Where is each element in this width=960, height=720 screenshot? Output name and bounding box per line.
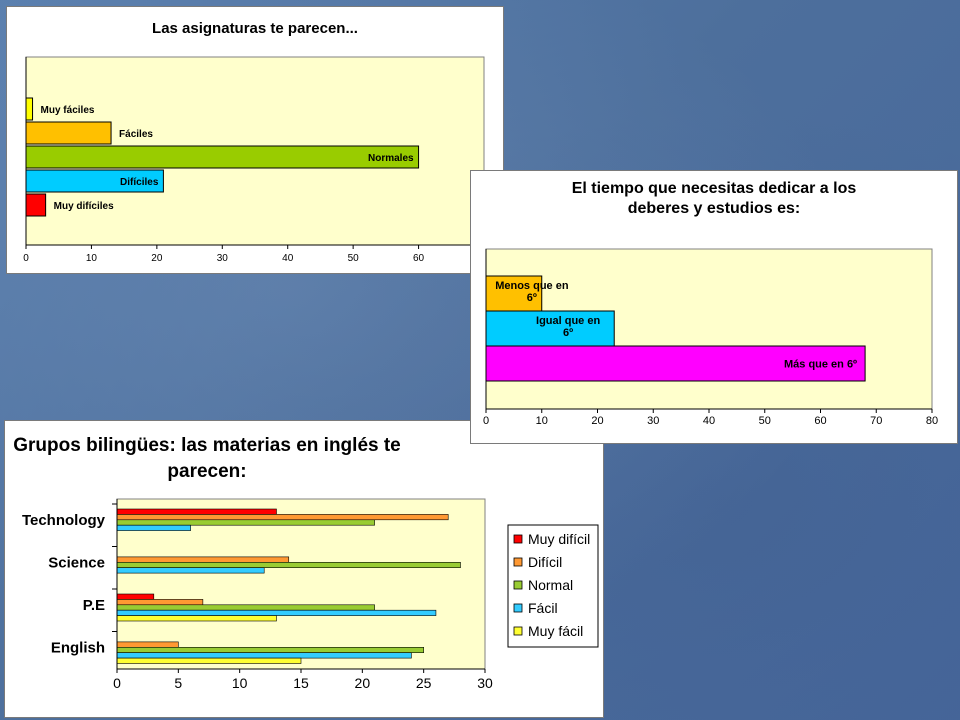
x-tick-label: 20 (591, 415, 603, 427)
bar-mas-que-en-6 (485, 345, 866, 382)
bar-technology-dificil (116, 514, 449, 521)
x-tick-label: 10 (86, 253, 98, 264)
bar-label-muy-dificiles: Muy difíciles (54, 201, 114, 212)
x-tick-label: 20 (151, 253, 163, 264)
bar-label-muy-faciles: Muy fáciles (41, 105, 95, 116)
bar-normales (25, 145, 420, 169)
x-tick-label: 20 (355, 675, 371, 691)
x-tick-label: 50 (348, 253, 360, 264)
x-tick-label: 0 (23, 253, 29, 264)
legend-swatch-normal (513, 580, 523, 590)
bar-science-facil (116, 567, 265, 574)
x-tick-label: 10 (536, 415, 548, 427)
chart-panel-tiempo: El tiempo que necesitas dedicar a los deb… (470, 170, 958, 444)
x-tick-label: 60 (413, 253, 425, 264)
bar-p-e-muy-dificil (116, 593, 155, 600)
bar-p-e-facil (116, 609, 437, 616)
bar-english-facil (116, 652, 412, 659)
chart-title-line: parecen: (167, 461, 246, 482)
x-tick-label: 40 (282, 253, 294, 264)
bar-p-e-muy-facil (116, 615, 277, 622)
bar-science-dificil (116, 556, 290, 563)
legend-label-facil: Fácil (528, 600, 558, 616)
bar-english-muy-facil (116, 657, 302, 664)
bar-technology-muy-dificil (116, 508, 277, 515)
bar-label-menos-que-en-6: Menos que en (495, 280, 569, 292)
x-tick-label: 0 (113, 675, 121, 691)
x-tick-label: 10 (232, 675, 248, 691)
x-tick-label: 40 (703, 415, 715, 427)
bar-igual-que-en-6 (485, 310, 615, 347)
chart-asignaturas: Las asignaturas te parecen... Muy fáciles… (23, 20, 485, 264)
category-label-science: Science (48, 555, 105, 572)
chart-panel-bilingues: Grupos bilingües: las materias en inglés… (4, 420, 604, 718)
bar-faciles (25, 121, 112, 145)
x-tick-label: 15 (293, 675, 309, 691)
x-tick-label: 30 (477, 675, 493, 691)
category-label-english: English (51, 640, 105, 657)
x-tick-label: 70 (870, 415, 882, 427)
bar-menos-que-en-6 (485, 275, 543, 312)
bar-p-e-normal (116, 604, 375, 611)
bar-label-faciles: Fáciles (119, 129, 153, 140)
chart-grupos-bilingues: Grupos bilingües: las materias en inglés… (13, 435, 599, 691)
legend-label-muy-dificil: Muy difícil (528, 531, 590, 547)
legend-label-dificil: Difícil (528, 554, 562, 570)
bar-english-normal (116, 647, 424, 654)
bar-muy-faciles (25, 97, 34, 121)
x-tick-label: 50 (759, 415, 771, 427)
bar-label-igual-que-en-6: 6º (563, 327, 573, 339)
bar-english-dificil (116, 641, 179, 648)
bar-technology-facil (116, 524, 191, 531)
chart-title: Las asignaturas te parecen... (152, 20, 358, 37)
bar-label-mas-que-en-6: Más que en 6º (784, 359, 857, 371)
x-tick-label: 60 (814, 415, 826, 427)
legend-swatch-facil (513, 603, 523, 613)
legend-label-normal: Normal (528, 577, 573, 593)
x-tick-label: 30 (217, 253, 229, 264)
bar-label-dificiles: Difíciles (120, 177, 159, 188)
category-label-p-e: P.E (83, 597, 105, 614)
legend-swatch-dificil (513, 557, 523, 567)
chart-title-line: El tiempo que necesitas dedicar a los (572, 180, 857, 197)
legend-box (507, 524, 599, 648)
bar-label-normales: Normales (368, 153, 414, 164)
x-tick-label: 25 (416, 675, 432, 691)
bar-technology-normal (116, 519, 375, 526)
legend-swatch-muy-facil (513, 626, 523, 636)
chart-title-line: Grupos bilingües: las materias en inglés… (13, 435, 401, 456)
legend-label-muy-facil: Muy fácil (528, 623, 583, 639)
bar-label-menos-que-en-6: 6º (527, 292, 537, 304)
legend-swatch-muy-dificil (513, 534, 523, 544)
x-tick-label: 80 (926, 415, 938, 427)
chart-title-line: deberes y estudios es: (628, 200, 801, 217)
bar-muy-dificiles (25, 193, 47, 217)
chart-panel-asignaturas: Las asignaturas te parecen... Muy fáciles… (6, 6, 504, 274)
bar-science-normal (116, 562, 461, 569)
bar-label-igual-que-en-6: Igual que en (536, 315, 600, 327)
x-tick-label: 0 (483, 415, 489, 427)
x-tick-label: 30 (647, 415, 659, 427)
category-label-technology: Technology (22, 512, 106, 529)
bar-p-e-dificil (116, 599, 204, 606)
x-tick-label: 5 (174, 675, 182, 691)
chart-tiempo-deberes: El tiempo que necesitas dedicar a los deb… (483, 180, 938, 427)
